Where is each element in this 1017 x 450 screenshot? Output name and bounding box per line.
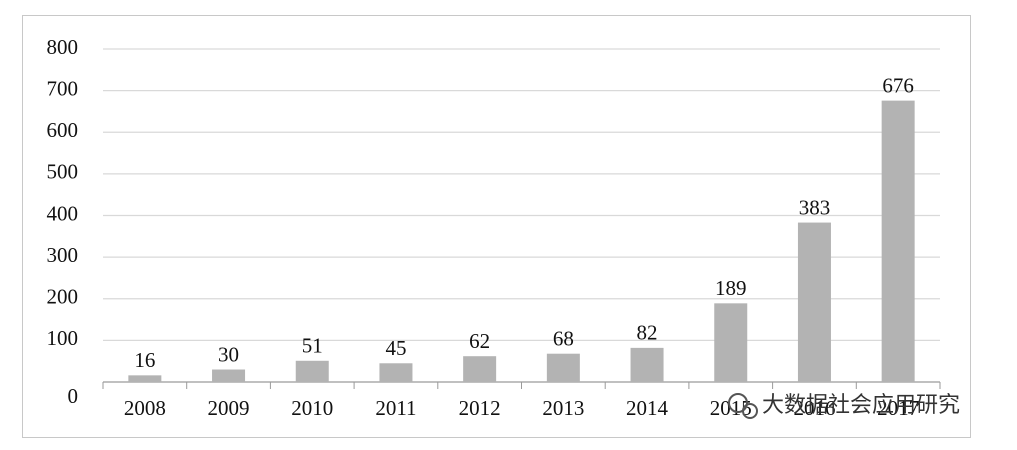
y-tick-label: 800 <box>47 35 79 59</box>
y-tick-label: 600 <box>47 118 79 142</box>
value-label: 30 <box>218 342 239 366</box>
y-tick-label: 0 <box>68 384 79 408</box>
x-tick-label: 2012 <box>459 396 501 420</box>
bar <box>630 347 664 382</box>
value-label: 68 <box>553 327 574 351</box>
watermark-icon-bubble <box>728 393 748 413</box>
x-tick-label: 2017 <box>877 396 919 420</box>
bar <box>881 100 915 383</box>
value-label: 676 <box>882 73 914 97</box>
x-tick-label: 2014 <box>626 396 669 420</box>
x-tick-label: 2016 <box>793 396 835 420</box>
bar <box>128 375 162 382</box>
value-label: 82 <box>637 321 658 345</box>
y-tick-label: 200 <box>47 285 79 309</box>
y-tick-label: 700 <box>47 76 79 100</box>
value-label: 45 <box>385 336 406 360</box>
bar <box>379 363 413 382</box>
x-tick-label: 2008 <box>124 396 166 420</box>
y-tick-label: 100 <box>47 326 79 350</box>
value-label: 51 <box>302 334 323 358</box>
bar <box>797 222 831 382</box>
x-tick-label: 2013 <box>542 396 584 420</box>
value-label: 16 <box>134 348 155 372</box>
y-tick-label: 500 <box>47 160 79 184</box>
value-label: 383 <box>799 195 831 219</box>
y-tick-label: 400 <box>47 201 79 225</box>
bar <box>546 353 580 382</box>
bar <box>463 356 497 382</box>
watermark-icon-bubble <box>742 403 758 419</box>
bar <box>212 369 246 382</box>
x-tick-label: 2009 <box>208 396 250 420</box>
bar <box>714 303 748 382</box>
x-tick-label: 2011 <box>375 396 416 420</box>
y-tick-label: 300 <box>47 243 79 267</box>
bar <box>295 360 329 382</box>
watermark: 大数据社会应用研究 <box>762 393 960 418</box>
x-tick-label: 2010 <box>291 396 333 420</box>
value-label: 62 <box>469 329 490 353</box>
value-label: 189 <box>715 276 747 300</box>
chart-border <box>22 15 971 438</box>
